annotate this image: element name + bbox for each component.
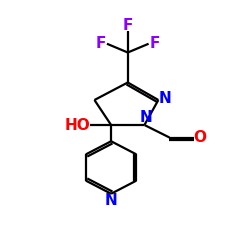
Text: O: O <box>194 130 206 145</box>
Text: N: N <box>105 193 118 208</box>
Text: F: F <box>96 36 106 51</box>
Text: F: F <box>122 18 133 33</box>
Text: N: N <box>140 110 152 126</box>
Text: F: F <box>150 36 160 51</box>
Text: HO: HO <box>65 118 91 132</box>
Text: N: N <box>159 91 172 106</box>
